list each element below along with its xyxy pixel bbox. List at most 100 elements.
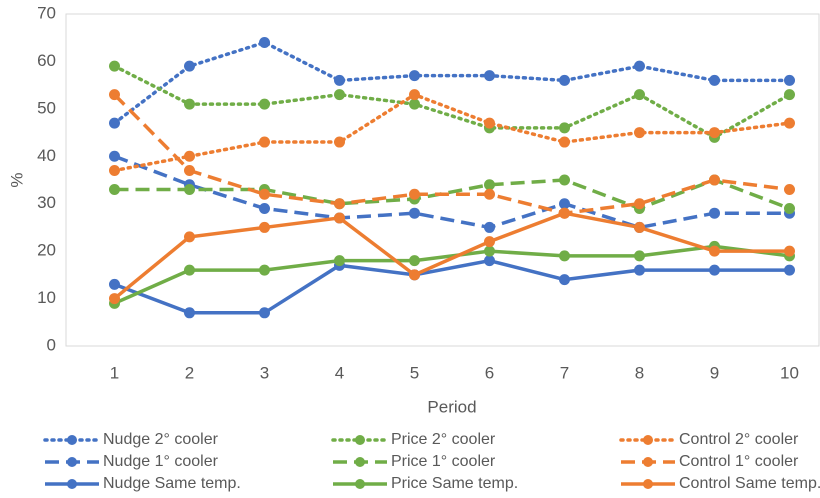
legend-label: Price Same temp. — [391, 475, 518, 492]
legend-label: Nudge Same temp. — [103, 475, 241, 492]
data-point — [184, 183, 195, 195]
y-tick-label: 30 — [37, 193, 56, 212]
legend-marker — [67, 479, 77, 489]
data-point — [409, 188, 420, 200]
data-point — [559, 174, 570, 186]
data-point — [634, 89, 645, 101]
y-axis-title: % — [7, 172, 26, 187]
data-point — [484, 255, 495, 267]
data-point — [484, 117, 495, 129]
data-point — [334, 136, 345, 148]
data-point — [784, 117, 795, 129]
data-point — [709, 245, 720, 257]
data-point — [184, 165, 195, 177]
data-point — [109, 278, 120, 290]
x-tick-label: 10 — [780, 363, 799, 382]
data-point — [709, 174, 720, 186]
data-point — [259, 36, 270, 48]
data-point — [559, 136, 570, 148]
data-point — [334, 198, 345, 210]
data-point — [409, 269, 420, 281]
data-point — [784, 89, 795, 101]
data-point — [409, 89, 420, 101]
data-point — [334, 89, 345, 101]
series-line — [112, 92, 792, 173]
y-tick-label: 10 — [37, 288, 56, 307]
data-point — [109, 60, 120, 72]
data-point — [634, 198, 645, 210]
data-point — [709, 127, 720, 139]
y-tick-label: 20 — [37, 241, 56, 260]
data-point — [259, 136, 270, 148]
data-point — [109, 117, 120, 129]
data-point — [259, 221, 270, 233]
series-line — [114, 178, 791, 211]
legend-marker — [67, 457, 77, 467]
x-tick-label: 3 — [260, 363, 269, 382]
data-point — [559, 74, 570, 86]
x-tick-label: 9 — [710, 363, 719, 382]
series-line — [113, 211, 790, 300]
data-point — [559, 198, 570, 210]
data-point — [709, 207, 720, 219]
data-point — [484, 188, 495, 200]
data-point — [184, 98, 195, 110]
data-point — [559, 250, 570, 262]
legend-marker — [643, 479, 653, 489]
data-point — [484, 236, 495, 248]
data-point — [334, 255, 345, 267]
y-tick-label: 60 — [37, 51, 56, 70]
legend-marker — [355, 457, 365, 467]
legend-marker — [355, 435, 365, 445]
data-point — [109, 183, 120, 195]
data-point — [634, 221, 645, 233]
data-point — [184, 307, 195, 319]
data-point — [184, 264, 195, 276]
legend-label: Nudge 1° cooler — [103, 453, 219, 470]
legend-label: Control 2° cooler — [679, 431, 799, 448]
data-point — [559, 274, 570, 286]
data-point — [709, 74, 720, 86]
data-point — [784, 202, 795, 214]
data-point — [634, 264, 645, 276]
data-point — [109, 293, 120, 305]
data-point — [334, 74, 345, 86]
data-point — [709, 264, 720, 276]
series-line — [113, 154, 790, 230]
data-point — [409, 70, 420, 82]
legend-marker — [67, 435, 77, 445]
data-point — [484, 245, 495, 257]
y-tick-label: 0 — [47, 335, 56, 354]
data-point — [184, 231, 195, 243]
data-point — [109, 150, 120, 162]
series-line — [112, 64, 792, 140]
legend: Nudge 2° cooler Nudge 1° cooler Nudge Same… — [43, 431, 820, 492]
data-point — [484, 221, 495, 233]
data-point — [634, 60, 645, 72]
data-point — [109, 89, 120, 101]
data-point — [409, 98, 420, 110]
data-point — [784, 245, 795, 257]
x-tick-label: 1 — [110, 363, 119, 382]
series-line — [112, 40, 792, 125]
data-point — [184, 150, 195, 162]
data-point — [784, 183, 795, 195]
data-point — [784, 74, 795, 86]
data-point — [334, 212, 345, 224]
y-tick-label: 40 — [37, 146, 56, 165]
legend-marker — [355, 479, 365, 489]
data-point — [409, 207, 420, 219]
x-tick-label: 8 — [635, 363, 644, 382]
data-point — [259, 307, 270, 319]
legend-marker — [643, 457, 653, 467]
data-point — [109, 165, 120, 177]
legend-label: Price 2° cooler — [391, 431, 496, 448]
data-point — [634, 127, 645, 139]
data-point — [259, 188, 270, 200]
data-point — [559, 207, 570, 219]
data-point — [259, 264, 270, 276]
legend-label: Control 1° cooler — [679, 453, 799, 470]
y-tick-label: 50 — [37, 98, 56, 117]
data-point — [184, 60, 195, 72]
